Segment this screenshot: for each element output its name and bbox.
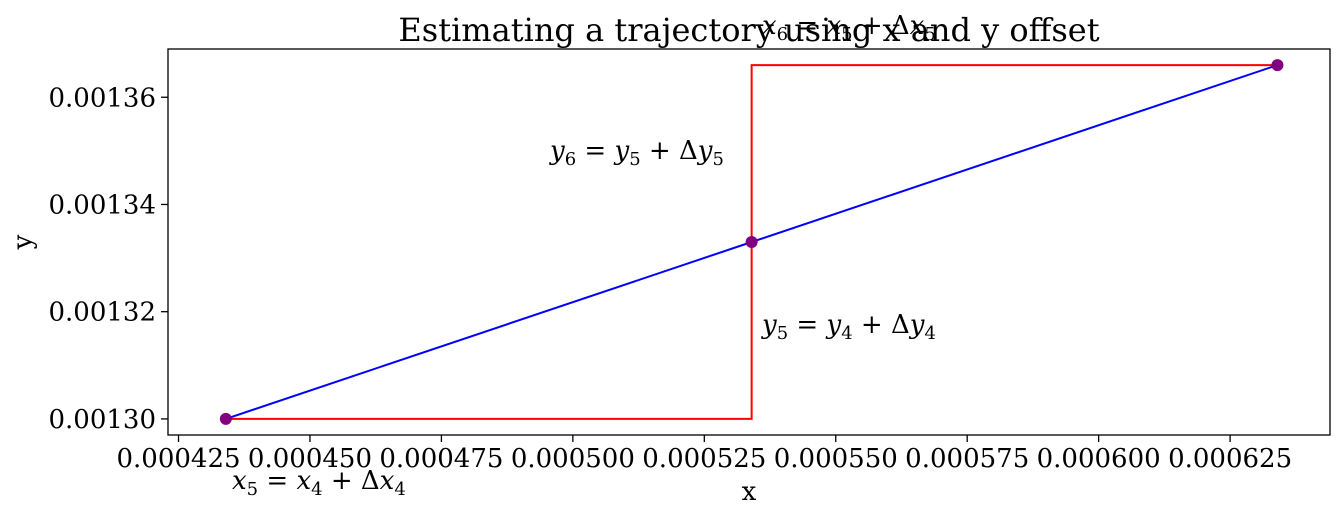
x-tick-label: 0.000600	[1037, 444, 1161, 474]
x-tick-label: 0.000525	[642, 444, 766, 474]
plot-area	[167, 48, 1331, 436]
annotation-y5: y5 = y4 + Δy4	[761, 310, 936, 344]
y-tick-label: 0.00130	[48, 405, 156, 435]
chart-title: Estimating a trajectory using x and y of…	[398, 11, 1099, 49]
x-tick-label: 0.000625	[1168, 444, 1292, 474]
marker-layer	[219, 59, 1284, 425]
annotation-x6: x6 = x5 + Δx5	[762, 11, 936, 45]
y-tick-label: 0.00132	[48, 298, 156, 328]
point-marker	[1271, 59, 1284, 72]
y-tick-label: 0.00136	[48, 83, 156, 113]
x-tick-label: 0.000450	[248, 444, 372, 474]
annotation-layer: x5 = x4 + Δx4 x6 = x5 + Δx5 y5 = y4 + Δy4 y…	[232, 11, 936, 500]
x-tick-label: 0.000575	[905, 444, 1029, 474]
annotation-y6: y6 = y5 + Δy5	[549, 136, 724, 170]
annotation-x5: x5 = x4 + Δx4	[232, 466, 406, 500]
x-tick-label: 0.000550	[774, 444, 898, 474]
point-marker	[745, 236, 758, 248]
y-axis-ticks: 0.00130 0.00132 0.00134 0.00136	[48, 83, 168, 435]
x-tick-label: 0.000425	[116, 444, 240, 474]
point-marker	[219, 412, 232, 425]
y-axis-label: y	[8, 234, 38, 250]
x-axis-label: x	[742, 477, 757, 507]
x-axis-ticks: 0.000425 0.000450 0.000475 0.000500 0.000525…	[116, 435, 1292, 474]
x-tick-label: 0.000475	[379, 444, 503, 474]
y-tick-label: 0.00134	[48, 190, 156, 220]
x-tick-label: 0.000500	[511, 444, 635, 474]
